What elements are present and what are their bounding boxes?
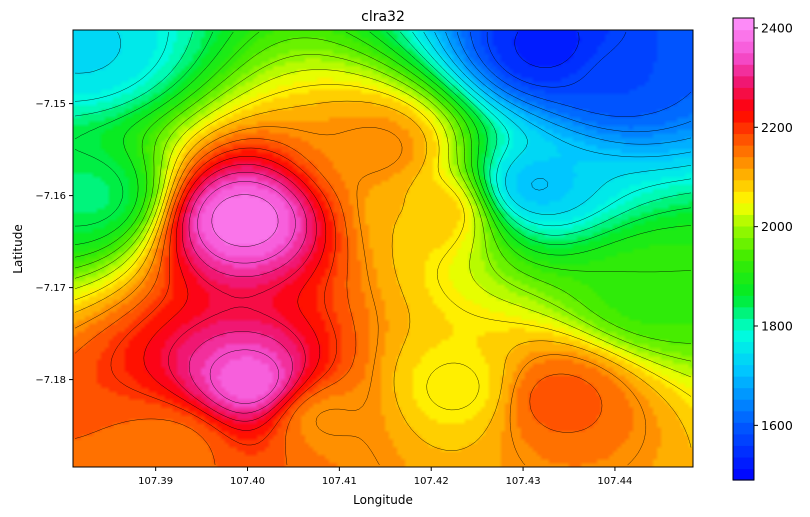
colorbar-tick-label: 2200	[761, 120, 793, 135]
colorbar-band	[733, 41, 754, 54]
colorbar-tick-label: 1600	[761, 418, 793, 433]
y-tick-label: −7.16	[35, 191, 66, 202]
colorbar-band	[733, 133, 754, 146]
colorbar-band	[733, 364, 754, 377]
colorbar-band	[733, 225, 754, 239]
colorbar-band	[733, 329, 754, 342]
colorbar-tick-label: 2000	[761, 219, 793, 234]
colorbar-ticks: 1600 1800 2000 2200 2400	[754, 20, 793, 433]
colorbar: 1600 1800 2000 2200 2400	[732, 17, 793, 481]
colorbar-band	[733, 75, 754, 88]
colorbar-band	[733, 64, 754, 77]
x-tick-label: 107.44	[597, 476, 632, 487]
colorbar-band	[733, 191, 754, 204]
colorbar-band	[733, 352, 754, 366]
colorbar-band	[733, 445, 754, 458]
contour-line	[197, 181, 296, 404]
x-tick-label: 107.42	[414, 476, 449, 487]
chart-title: clra32	[361, 9, 405, 25]
colorbar-band	[733, 272, 754, 285]
contour-line	[74, 31, 692, 245]
y-tick-label: −7.18	[35, 375, 66, 386]
y-axis-ticks: −7.15 −7.16 −7.17 −7.18	[35, 99, 73, 386]
y-tick-label: −7.17	[35, 283, 66, 294]
colorbar-band	[733, 376, 754, 389]
contour-line	[74, 31, 692, 227]
contour-line	[470, 31, 692, 117]
contour-line	[188, 172, 308, 414]
colorbar-band	[733, 156, 754, 169]
contour-line	[74, 31, 692, 273]
x-tick-label: 107.40	[230, 476, 265, 487]
colorbar-band	[733, 433, 754, 446]
contour-line	[514, 31, 580, 68]
colorbar-band	[733, 422, 754, 435]
colorbar-band	[733, 399, 754, 412]
x-axis-ticks: 107.39 107.40 107.41 107.42 107.43 107.44	[138, 467, 632, 487]
x-tick-label: 107.39	[138, 476, 173, 487]
contour-line	[74, 69, 692, 378]
x-tick-label: 107.43	[506, 476, 541, 487]
colorbar-band	[733, 29, 754, 42]
contour-line	[74, 37, 692, 344]
colorbar-band	[733, 237, 754, 250]
contour-line	[74, 100, 692, 451]
y-axis-label: Latitude	[11, 224, 25, 273]
colorbar-band	[733, 295, 754, 308]
contour-line	[456, 31, 692, 133]
contour-line	[211, 194, 279, 247]
colorbar-band	[733, 318, 754, 331]
contour-line	[143, 156, 327, 431]
contour-line	[168, 163, 317, 422]
heatmap-image	[73, 30, 693, 467]
contour-line	[486, 31, 627, 88]
contour-line	[74, 31, 692, 215]
colorbar-band	[733, 121, 754, 135]
contour-line	[74, 31, 692, 256]
colorbar-band	[733, 306, 754, 319]
colorbar-band	[733, 341, 754, 354]
colorbar-frame	[732, 17, 755, 481]
colorbar-band	[733, 202, 754, 215]
colorbar-band	[733, 110, 754, 123]
contour-line	[434, 31, 692, 191]
contour-line	[74, 84, 692, 411]
contour-line	[74, 138, 603, 466]
contour-line	[74, 126, 647, 466]
colorbar-band	[733, 283, 754, 296]
colorbar-tick-label: 2400	[761, 20, 793, 35]
colorbar-band	[733, 249, 754, 262]
colorbar-band	[733, 410, 754, 423]
colorbar-band	[733, 387, 754, 400]
colorbar-band	[733, 18, 754, 31]
colorbar-band	[733, 260, 754, 273]
colorbar-band	[733, 145, 754, 158]
colorbar-band	[733, 98, 754, 111]
y-tick-label: −7.15	[35, 99, 66, 110]
contour-line	[110, 147, 337, 446]
colorbar-band	[733, 214, 754, 227]
plot-area	[72, 29, 694, 468]
colorbar-band	[733, 456, 754, 470]
colorbar-band	[733, 468, 754, 481]
x-axis-label: Longitude	[353, 493, 413, 507]
contour-line	[445, 31, 692, 145]
colorbar-tick-label: 1800	[761, 319, 793, 334]
colorbar-gradient	[733, 18, 754, 481]
contour-lines	[74, 31, 692, 466]
contour-line	[74, 54, 692, 362]
colorbar-band	[733, 168, 754, 181]
plot-frame	[72, 29, 694, 468]
contour-line	[74, 31, 692, 236]
colorbar-band	[733, 52, 754, 65]
x-tick-label: 107.41	[322, 476, 357, 487]
colorbar-band	[733, 179, 754, 192]
colorbar-band	[733, 87, 754, 100]
